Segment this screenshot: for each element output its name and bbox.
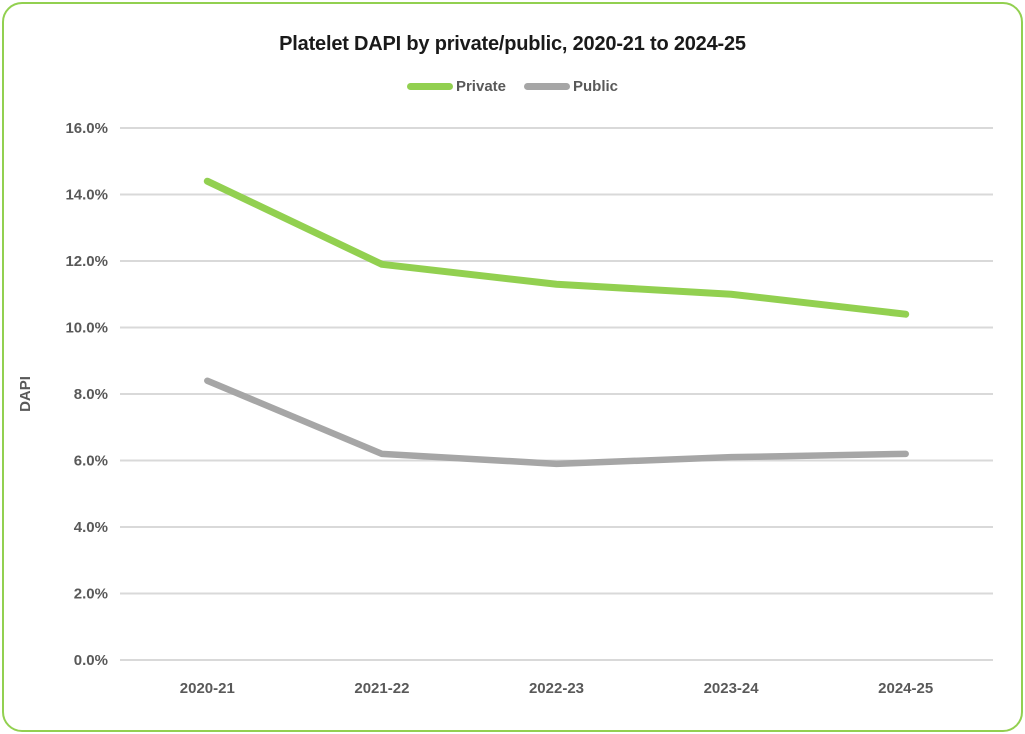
x-axis-label: 2021-22 (354, 680, 409, 697)
x-axis-label: 2022-23 (529, 680, 584, 697)
public-series-swatch-icon (524, 83, 571, 90)
legend-item-public: Public (524, 78, 618, 95)
y-tick-label: 10.0% (65, 320, 108, 337)
x-axis-label: 2024-25 (878, 680, 933, 697)
private-series-swatch-icon (406, 83, 453, 90)
x-axis-label: 2020-21 (180, 680, 235, 697)
y-tick-label: 12.0% (65, 253, 108, 270)
chart-legend: Private Public (0, 78, 1025, 95)
y-tick-label: 14.0% (65, 187, 108, 204)
y-tick-label: 4.0% (74, 519, 108, 536)
y-tick-label: 6.0% (74, 453, 108, 470)
y-tick-label: 2.0% (74, 586, 108, 603)
y-tick-label: 16.0% (65, 120, 108, 137)
y-tick-label: 0.0% (74, 652, 108, 669)
legend-item-private: Private (406, 78, 507, 95)
series-line-public (204, 377, 909, 468)
legend-label: Private (455, 78, 507, 95)
legend-label: Public (573, 78, 619, 95)
chart-title: Platelet DAPI by private/public, 2020-21… (279, 33, 746, 55)
y-tick-label: 8.0% (74, 386, 108, 403)
series-line-private (203, 177, 910, 318)
x-axis-label: 2023-24 (704, 680, 760, 697)
y-axis-title: DAPI (17, 376, 34, 412)
